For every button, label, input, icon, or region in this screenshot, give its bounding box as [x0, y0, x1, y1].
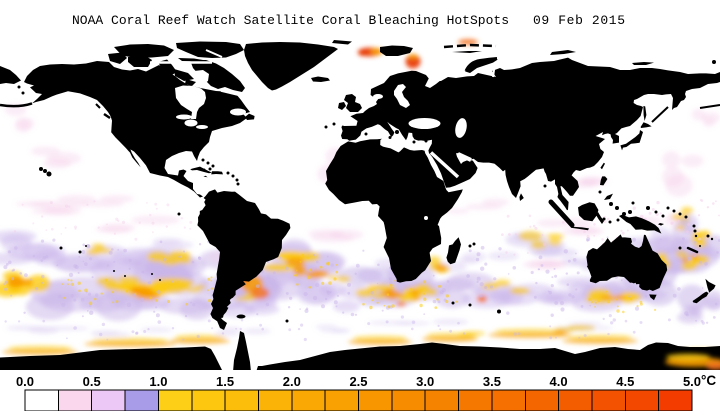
- svg-text:3.0: 3.0: [416, 374, 434, 389]
- svg-text:2.5: 2.5: [349, 374, 367, 389]
- svg-text:4.0: 4.0: [550, 374, 568, 389]
- svg-text:°C: °C: [701, 373, 716, 388]
- svg-text:2.0: 2.0: [283, 374, 301, 389]
- svg-text:09 Feb 2015: 09 Feb 2015: [533, 13, 625, 28]
- svg-text:0.5: 0.5: [83, 374, 101, 389]
- svg-text:4.5: 4.5: [616, 374, 634, 389]
- svg-text:1.0: 1.0: [149, 374, 167, 389]
- svg-text:0.0: 0.0: [16, 374, 34, 389]
- svg-text:3.5: 3.5: [483, 374, 501, 389]
- svg-text:NOAA Coral Reef Watch Satellit: NOAA Coral Reef Watch Satellite Coral Bl…: [72, 13, 509, 28]
- svg-text:1.5: 1.5: [216, 374, 234, 389]
- svg-text:5.0: 5.0: [683, 374, 701, 389]
